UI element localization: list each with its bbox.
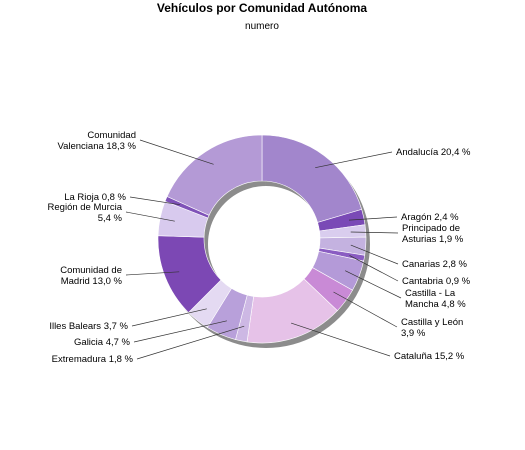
slice-label-comunidad-11: Comunidad de Madrid 13,0 % — [60, 265, 122, 287]
slice-label-line: Comunidad — [87, 130, 136, 141]
slice-comunidad-14[interactable] — [166, 134, 263, 216]
leader-line-comunidad-11 — [125, 271, 180, 276]
slice-label-line: 3,9 % — [401, 328, 426, 339]
slice-label-line: Mancha 4,8 % — [405, 299, 466, 310]
slice-label-line: Castilla y León — [401, 317, 463, 328]
slice-label-aragn-1: Aragón 2,4 % — [401, 212, 459, 223]
leader-line-castilla-6 — [333, 291, 398, 328]
slice-label-line: Andalucía 20,4 % — [396, 147, 471, 158]
slice-label-line: Canarias 2,8 % — [402, 259, 468, 270]
leader-line-regin-12 — [125, 211, 175, 222]
slice-label-andaluca-0: Andalucía 20,4 % — [396, 147, 471, 158]
leader-line-canarias-3 — [350, 244, 399, 265]
chart-title: Vehículos por Comunidad Autónoma — [157, 1, 368, 15]
leader-line-andaluca-0 — [315, 151, 393, 169]
slice-label-line: Comunidad de — [60, 265, 122, 276]
slice-label-line: Valenciana 18,3 % — [57, 141, 136, 152]
chart-subtitle: numero — [245, 21, 279, 32]
slice-label-canarias-3: Canarias 2,8 % — [402, 259, 468, 270]
slice-label-line: 5,4 % — [98, 213, 123, 224]
slice-label-galicia-9: Galicia 4,7 % — [74, 337, 131, 348]
slice-label-regin-12: Región de Murcia 5,4 % — [48, 202, 123, 224]
slice-andaluca-0[interactable] — [261, 134, 363, 223]
leader-line-cantabria-4 — [349, 255, 399, 282]
slice-label-cantabria-4: Cantabria 0,9 % — [402, 276, 471, 287]
slice-label-line: Extremadura 1,8 % — [52, 354, 134, 365]
slice-label-line: La Rioja 0,8 % — [64, 192, 126, 203]
leader-line-la-13 — [129, 196, 180, 206]
slice-label-line: Principado de — [402, 223, 460, 234]
slice-label-line: Illes Balears 3,7 % — [49, 321, 128, 332]
slice-label-la-13: La Rioja 0,8 % — [64, 192, 126, 203]
slice-label-line: Cantabria 0,9 % — [402, 276, 471, 287]
slice-label-line: Madrid 13,0 % — [61, 276, 123, 287]
slice-label-extremadura-8: Extremadura 1,8 % — [52, 354, 134, 365]
leader-line-catalua-7 — [290, 322, 391, 357]
leader-line-principado-2 — [350, 231, 399, 234]
leader-line-extremadura-8 — [136, 325, 245, 360]
leader-line-illes-10 — [131, 308, 207, 327]
slice-label-illes-10: Illes Balears 3,7 % — [49, 321, 128, 332]
slice-label-line: Cataluña 15,2 % — [394, 351, 465, 362]
slice-label-line: Región de Murcia — [48, 202, 123, 213]
slice-label-castilla-5: Castilla - La Mancha 4,8 % — [405, 288, 466, 310]
leader-line-aragn-1 — [348, 216, 398, 221]
slice-label-line: Galicia 4,7 % — [74, 337, 131, 348]
slice-label-castilla-6: Castilla y León 3,9 % — [401, 317, 463, 339]
leader-line-comunidad-14 — [139, 139, 214, 165]
slice-label-principado-2: Principado de Asturias 1,9 % — [402, 223, 464, 245]
slice-label-line: Asturias 1,9 % — [402, 234, 464, 245]
leader-line-galicia-9 — [133, 320, 227, 343]
slice-label-line: Aragón 2,4 % — [401, 212, 459, 223]
slice-label-comunidad-14: Comunidad Valenciana 18,3 % — [57, 130, 136, 152]
slice-label-line: Castilla - La — [405, 288, 456, 299]
slice-label-catalua-7: Cataluña 15,2 % — [394, 351, 465, 362]
leader-line-castilla-5 — [345, 270, 402, 299]
